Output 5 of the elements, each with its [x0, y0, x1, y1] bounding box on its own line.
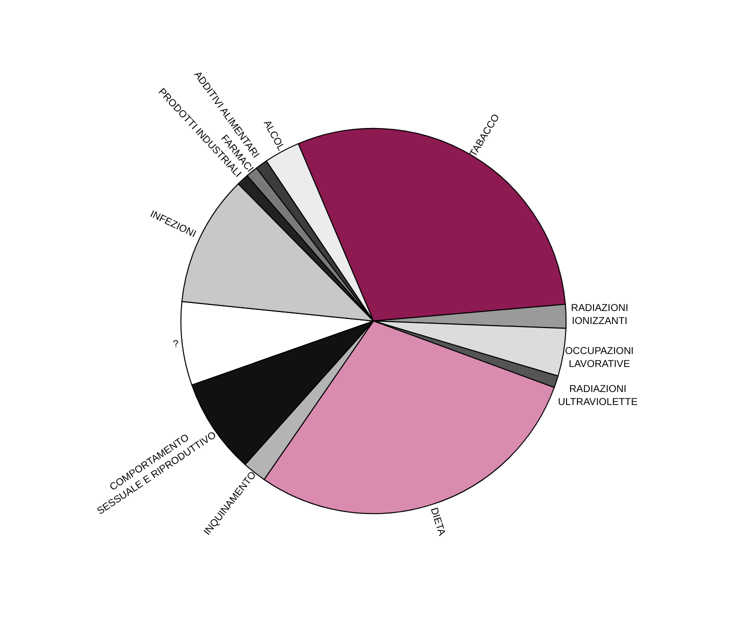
slice-label: RADIAZIONI IONIZZANTI [571, 303, 628, 327]
slice-label: OCCUPAZIONI LAVORATIVE [565, 346, 634, 370]
slice-label: ? [172, 338, 180, 350]
slice-label: DIETA [428, 506, 448, 538]
slice-label: RADIAZIONI ULTRAVIOLETTE [558, 384, 638, 408]
